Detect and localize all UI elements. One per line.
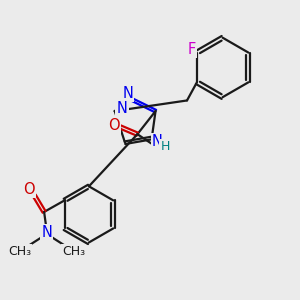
Text: N: N bbox=[117, 101, 128, 116]
Text: CH₃: CH₃ bbox=[62, 245, 86, 258]
Text: N: N bbox=[122, 86, 133, 101]
Text: CH₃: CH₃ bbox=[8, 245, 31, 258]
Text: O: O bbox=[108, 118, 119, 133]
Text: N: N bbox=[152, 134, 163, 149]
Text: O: O bbox=[23, 182, 35, 197]
Text: H: H bbox=[160, 140, 170, 153]
Text: N: N bbox=[41, 225, 52, 240]
Text: F: F bbox=[188, 42, 196, 57]
